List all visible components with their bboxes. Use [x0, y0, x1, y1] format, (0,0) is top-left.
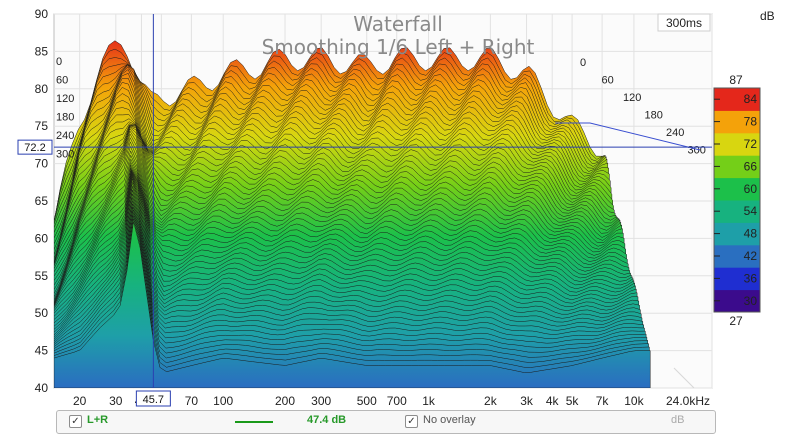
cursor-x-label: 45.7: [143, 394, 164, 406]
colorbar-tick-label: 54: [744, 204, 758, 218]
x-tick-label: 7k: [596, 394, 610, 408]
time-label: 300ms: [666, 16, 702, 30]
colorbar-segment: [714, 244, 760, 268]
y-tick-label: 90: [35, 7, 49, 21]
colorbar-tick-label: 30: [744, 294, 758, 308]
depth-tick-label-left: 300: [56, 149, 74, 161]
colorbar-segment: [714, 88, 760, 111]
depth-tick-label-right: 0: [580, 57, 586, 69]
overlay-checkbox[interactable]: ✓: [405, 415, 418, 428]
depth-tick-label-right: 180: [645, 110, 663, 122]
y-tick-label: 80: [35, 82, 49, 96]
series-line-swatch: [235, 421, 273, 423]
x-tick-label: 20: [73, 394, 87, 408]
y-tick-label: 85: [35, 44, 49, 58]
depth-tick-label-right: 60: [602, 75, 614, 87]
colorbar-tick-label: 48: [744, 227, 758, 241]
series-value: 47.4 dB: [307, 414, 347, 426]
y-axis: 40 45 50 55 60 65 70 75 80 85 90: [35, 7, 49, 395]
cursor-y-box: [17, 139, 53, 155]
depth-guide: [555, 122, 701, 151]
colorbar-tick-label: 72: [744, 137, 758, 151]
depth-tick-label-left: 240: [56, 130, 74, 142]
x-tick-label: 1k: [422, 394, 436, 408]
y-tick-label: 40: [35, 381, 49, 395]
y-tick-label: 65: [35, 194, 49, 208]
y-tick-label: 70: [35, 157, 49, 171]
colorbar-segment: [714, 132, 760, 156]
colorbar-segment: [714, 155, 760, 179]
legend-bar: ✓ L+R 47.4 dB ✓ No overlay dB: [56, 410, 716, 434]
x-tick-label: 100: [213, 394, 233, 408]
y-tick-label: 60: [35, 231, 49, 245]
time-label-box: [657, 13, 711, 32]
y-tick-label: 75: [35, 119, 49, 133]
depth-tick-label-right: 240: [666, 127, 684, 139]
overlay-label: No overlay: [423, 414, 476, 426]
colorbar-segment: [714, 267, 760, 291]
colorbar-frame: [713, 87, 761, 313]
x-tick-label: 30: [109, 394, 123, 408]
waterfall-slice: [54, 209, 648, 388]
lr-checkbox[interactable]: ✓: [69, 415, 82, 428]
colorbar-segment: [714, 289, 760, 313]
depth-tick-label-right: 120: [623, 92, 641, 104]
x-tick-label: 3k: [520, 394, 534, 408]
x-tick-label: 500: [357, 394, 377, 408]
colorbar-tick-label: 78: [744, 115, 758, 129]
y-tick-label: 45: [35, 344, 49, 358]
waterfall-slice: [54, 206, 647, 388]
depth-tick-label-left: 120: [56, 93, 74, 105]
cursor[interactable]: 72.2 45.7: [17, 14, 712, 407]
waterfall-slice: [54, 221, 651, 388]
x-tick-label: 700: [387, 394, 407, 408]
waterfall-surface: [54, 40, 651, 388]
colorbar-tick-label: 84: [744, 92, 758, 106]
x-tick-label: 2k: [484, 394, 498, 408]
x-tick-label: 24.0kHz: [666, 394, 710, 408]
y-tick-label: 55: [35, 269, 49, 283]
x-tick-label: 200: [275, 394, 295, 408]
colorbar-max-label: 87: [729, 73, 743, 87]
cursor-x-box: [135, 390, 171, 407]
colorbar-segment: [714, 110, 760, 134]
cursor-y-label: 72.2: [24, 142, 45, 154]
colorbar-tick-label: 60: [744, 182, 758, 196]
colorbar-tick-label: 36: [744, 271, 758, 285]
colorbar-tick-label: 66: [744, 159, 758, 173]
x-tick-label: 4k: [546, 394, 560, 408]
x-tick-label: 300: [311, 394, 331, 408]
depth-tick-label-left: 0: [56, 56, 62, 68]
x-tick-label: 70: [185, 394, 199, 408]
x-tick-label: 5k: [566, 394, 580, 408]
depth-tick-label-right: 300: [688, 145, 706, 157]
chart-subtitle: Smoothing 1/6 Left + Right: [262, 35, 535, 59]
colorbar-tick-label: 42: [744, 249, 758, 263]
overlay-unit: dB: [671, 414, 685, 426]
depth-tick-label-left: 60: [56, 75, 68, 87]
colorbar-segment: [714, 222, 760, 246]
depth-tick-label-left: 180: [56, 112, 74, 124]
series-label: L+R: [87, 414, 109, 426]
chart-title: Waterfall: [353, 12, 443, 36]
x-tick-label: 10k: [624, 394, 644, 408]
depth-gridline: [673, 367, 695, 389]
y-tick-label: 50: [35, 306, 49, 320]
colorbar-min-label: 27: [729, 314, 743, 328]
y-unit-label: dB: [760, 9, 775, 23]
colorbar-segment: [714, 200, 760, 223]
colorbar-segment: [714, 177, 760, 201]
